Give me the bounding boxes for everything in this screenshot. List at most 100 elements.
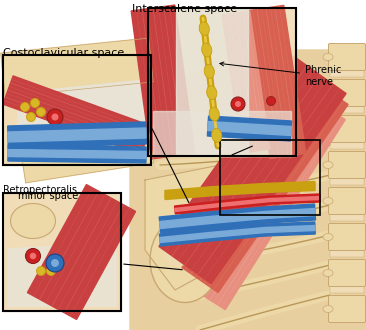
FancyBboxPatch shape — [329, 115, 366, 143]
Polygon shape — [265, 204, 315, 223]
Ellipse shape — [323, 161, 333, 169]
Polygon shape — [210, 227, 265, 238]
Ellipse shape — [266, 96, 276, 106]
Polygon shape — [270, 194, 320, 204]
Ellipse shape — [207, 86, 217, 100]
Polygon shape — [220, 196, 270, 209]
Polygon shape — [265, 222, 315, 236]
Polygon shape — [215, 183, 265, 189]
Ellipse shape — [11, 204, 56, 239]
Text: Costoclavicular space: Costoclavicular space — [3, 48, 124, 58]
Ellipse shape — [204, 64, 214, 78]
Polygon shape — [210, 212, 265, 223]
Ellipse shape — [323, 270, 333, 277]
Polygon shape — [165, 186, 215, 193]
Polygon shape — [18, 80, 146, 150]
Polygon shape — [215, 189, 265, 195]
Ellipse shape — [47, 109, 63, 125]
FancyBboxPatch shape — [329, 259, 366, 286]
Ellipse shape — [323, 197, 333, 205]
Polygon shape — [265, 187, 315, 192]
Bar — [3, 193, 121, 311]
Ellipse shape — [46, 267, 56, 276]
Ellipse shape — [323, 89, 333, 96]
Ellipse shape — [30, 253, 36, 259]
Polygon shape — [8, 145, 146, 163]
Polygon shape — [222, 11, 270, 153]
Polygon shape — [8, 128, 146, 142]
Polygon shape — [130, 50, 366, 330]
FancyBboxPatch shape — [329, 223, 366, 250]
Polygon shape — [8, 243, 116, 306]
Polygon shape — [182, 80, 348, 292]
Polygon shape — [159, 212, 211, 233]
Polygon shape — [209, 224, 266, 241]
Ellipse shape — [323, 53, 333, 60]
Ellipse shape — [150, 217, 220, 303]
Polygon shape — [165, 189, 215, 196]
Ellipse shape — [26, 113, 36, 121]
Ellipse shape — [163, 229, 193, 267]
Bar — [330, 141, 364, 149]
Polygon shape — [160, 229, 210, 246]
Polygon shape — [208, 116, 292, 141]
Polygon shape — [145, 108, 320, 148]
Polygon shape — [27, 184, 135, 319]
FancyBboxPatch shape — [329, 295, 366, 322]
Polygon shape — [3, 193, 121, 311]
Polygon shape — [265, 184, 315, 189]
Polygon shape — [270, 196, 320, 202]
FancyBboxPatch shape — [329, 187, 366, 214]
Ellipse shape — [26, 248, 41, 263]
Polygon shape — [175, 204, 220, 212]
Polygon shape — [3, 55, 151, 165]
Ellipse shape — [20, 103, 30, 112]
Polygon shape — [8, 149, 146, 158]
Polygon shape — [265, 209, 315, 218]
Polygon shape — [159, 56, 346, 283]
Polygon shape — [265, 182, 315, 186]
Polygon shape — [145, 165, 240, 290]
Ellipse shape — [235, 101, 241, 107]
Ellipse shape — [202, 43, 212, 57]
Bar — [330, 249, 364, 257]
Polygon shape — [215, 186, 265, 192]
FancyBboxPatch shape — [329, 80, 366, 107]
Polygon shape — [3, 76, 151, 154]
FancyBboxPatch shape — [329, 151, 366, 179]
Polygon shape — [165, 192, 215, 200]
Text: minor space: minor space — [18, 191, 78, 201]
Ellipse shape — [212, 128, 222, 142]
Ellipse shape — [323, 306, 333, 313]
Ellipse shape — [52, 114, 59, 120]
Ellipse shape — [37, 267, 45, 276]
Text: Interscalene space: Interscalene space — [132, 4, 238, 14]
Polygon shape — [176, 8, 248, 156]
Bar — [148, 8, 296, 156]
Ellipse shape — [199, 22, 209, 36]
Polygon shape — [209, 207, 266, 228]
Polygon shape — [153, 111, 291, 156]
Bar — [220, 140, 320, 215]
Bar — [330, 285, 364, 293]
Polygon shape — [208, 121, 291, 136]
Polygon shape — [248, 5, 306, 159]
Polygon shape — [175, 201, 220, 214]
Ellipse shape — [323, 234, 333, 241]
Bar — [330, 69, 364, 77]
Text: Retropectoralis: Retropectoralis — [3, 185, 77, 195]
Polygon shape — [195, 100, 345, 310]
Text: Phrenic
nerve: Phrenic nerve — [220, 62, 341, 86]
Ellipse shape — [46, 254, 64, 272]
Bar — [3, 55, 151, 165]
Bar — [330, 177, 364, 185]
Polygon shape — [160, 233, 210, 243]
Polygon shape — [1, 38, 153, 97]
Polygon shape — [131, 5, 195, 159]
Ellipse shape — [323, 125, 333, 133]
Ellipse shape — [231, 97, 245, 111]
Ellipse shape — [51, 259, 59, 267]
Bar — [330, 105, 364, 113]
Ellipse shape — [37, 108, 45, 116]
Bar — [330, 213, 364, 221]
